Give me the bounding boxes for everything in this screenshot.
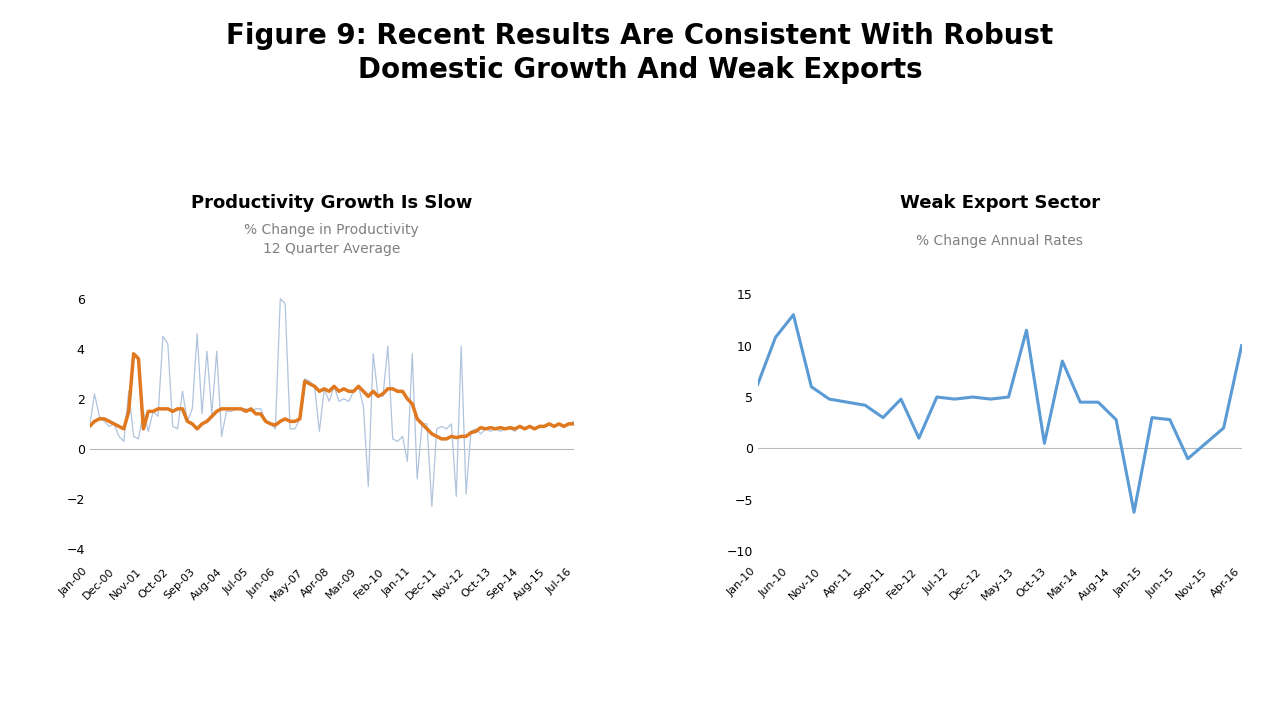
- Text: Weak Export Sector: Weak Export Sector: [900, 194, 1100, 212]
- Text: Figure 9: Recent Results Are Consistent With Robust
Domestic Growth And Weak Exp: Figure 9: Recent Results Are Consistent …: [227, 22, 1053, 84]
- Text: % Change Annual Rates: % Change Annual Rates: [916, 235, 1083, 248]
- Text: Productivity Growth Is Slow: Productivity Growth Is Slow: [191, 194, 472, 212]
- Text: % Change in Productivity
12 Quarter Average: % Change in Productivity 12 Quarter Aver…: [244, 223, 419, 256]
